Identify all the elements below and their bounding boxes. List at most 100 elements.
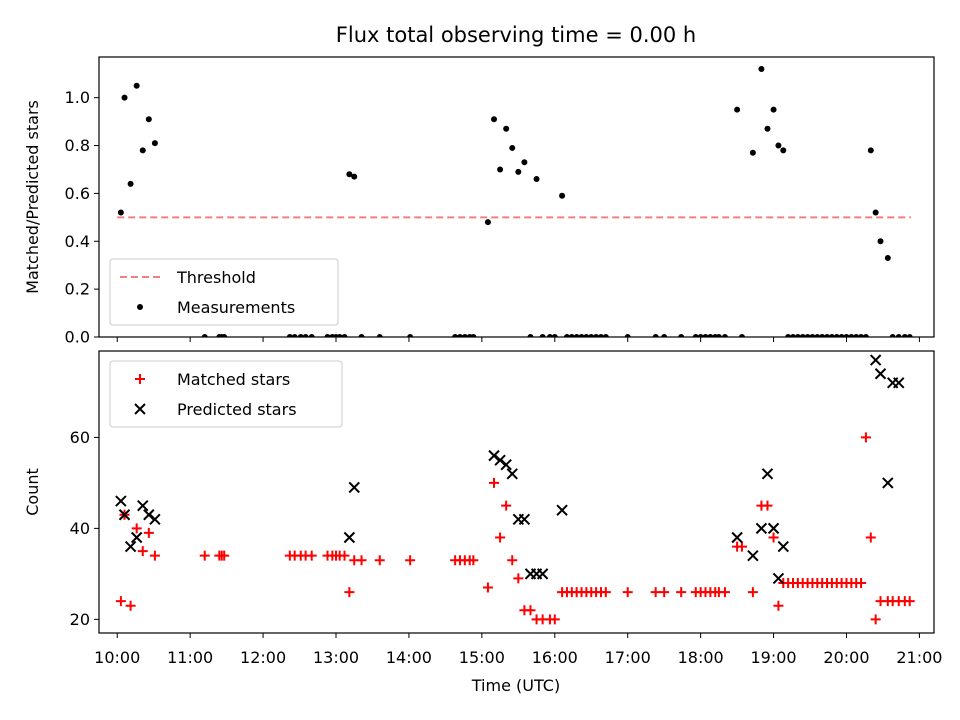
matched-point [736,541,747,552]
measurement-point [546,334,553,337]
measurement-point [302,334,309,337]
legend-swatch [135,374,145,384]
measurement-point [139,147,146,154]
y-tick-label: 0.2 [65,280,90,299]
plot-area [117,65,913,337]
measurement-point [117,209,124,216]
measurement-point [843,334,850,337]
measurement-point [838,334,845,337]
measurement-point [702,334,709,337]
measurement-point [484,219,491,226]
measurement-point [588,334,595,337]
measurement-point [407,334,414,337]
matched-point [143,527,154,538]
measurement-point [814,334,821,337]
x-tick-label: 11:00 [167,648,213,667]
measurement-point [346,171,353,178]
x-tick-label: 20:00 [823,648,869,667]
matched-point [659,587,670,598]
predicted-point [506,468,518,480]
measurement-point [775,142,782,149]
plot-area [115,354,915,625]
measurement-point [889,334,896,337]
legend-swatch [134,403,146,415]
measurement-point [452,334,459,337]
measurement-point [884,255,891,262]
measurement-point [456,334,463,337]
x-tick-label: 15:00 [459,648,505,667]
measurement-point [568,334,575,337]
y-axis-label: Matched/Predicted stars [23,100,42,294]
matched-point [501,500,512,511]
measurement-point [515,168,522,175]
measurement-point [351,173,358,180]
measurement-point [121,94,128,101]
y-tick-label: 1.0 [65,88,90,107]
measurement-point [573,334,580,337]
measurement-point [336,334,343,337]
legend-box [109,258,339,326]
x-tick-label: 19:00 [751,648,797,667]
measurement-point [809,334,816,337]
measurement-point [790,334,797,337]
predicted-point [882,477,894,489]
measurement-point [324,334,331,337]
legend: Threshold Measurements [109,258,339,326]
measurement-point [521,159,528,166]
measurement-point [862,334,869,337]
measurement-point [308,334,315,337]
y-tick-label: 0.4 [65,232,90,251]
measurement-point [867,147,874,154]
predicted-point [761,468,774,480]
measurement-point [201,334,208,337]
predicted-point [348,481,360,494]
matched-point [219,550,230,561]
measurement-point [906,334,913,337]
legend-box [109,360,343,428]
measurement-point [151,140,158,147]
matched-point [339,550,350,561]
matched-point [773,600,784,611]
measurement-point [358,334,365,337]
matched-point [149,550,160,561]
matched-point [719,587,730,598]
measurement-point [145,116,152,123]
measurement-point [848,334,855,337]
measurement-point [602,334,609,337]
measurement-point [824,334,831,337]
x-tick-label: 10:00 [94,648,140,667]
y-tick-label: 0.6 [65,184,90,203]
predicted-point [343,531,356,544]
measurement-point [758,65,765,72]
predicted-point [137,499,149,512]
measurement-point [858,334,865,337]
measurement-point [578,334,585,337]
y-tick-label: 0.0 [65,328,90,347]
predicted-point [488,449,500,462]
measurement-point [559,192,566,199]
matched-point [650,587,661,598]
measurement-point [780,147,787,154]
matched-point [600,587,611,598]
matched-point [622,587,633,598]
legend-label: Threshold [176,268,256,287]
predicted-point [149,513,161,525]
legend-label: Predicted stars [177,400,297,419]
y-tick-label: 20 [70,610,90,629]
matched-point [525,605,536,616]
predicted-point [124,540,137,553]
x-tick-label: 14:00 [386,648,432,667]
matched-point [344,587,355,598]
measurement-point [497,166,504,173]
matched-point [356,555,367,566]
x-axis: 10:00 11:00 12:00 13:00 14:00 15:00 16:00 17:00… [94,648,942,667]
chart-title: Flux total observing time = 0.00 h [336,23,696,47]
predicted-point [731,531,743,544]
measurement-point [624,334,631,337]
matched-point [495,532,506,543]
legend-label: Measurements [177,298,295,317]
matched-point [870,614,881,625]
measurement-point [527,334,534,337]
matched-point [115,596,126,607]
measurement-point [533,176,540,183]
